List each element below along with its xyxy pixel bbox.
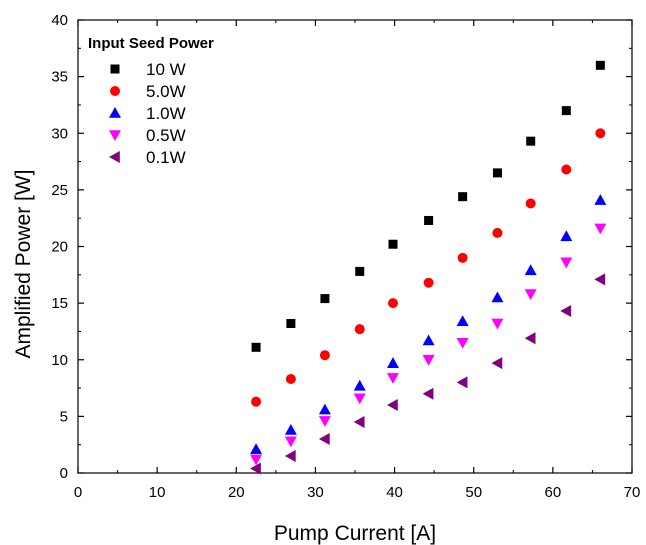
data-point <box>491 318 504 330</box>
data-point <box>251 396 262 407</box>
data-point <box>595 128 606 139</box>
data-point <box>594 273 606 286</box>
series-4 <box>250 273 606 475</box>
data-point <box>284 450 296 463</box>
x-tick-label: 40 <box>386 484 403 501</box>
x-axis-title: Pump Current [A] <box>274 522 436 545</box>
y-tick-label: 35 <box>51 69 68 86</box>
data-point <box>524 264 537 276</box>
data-point <box>285 374 296 385</box>
data-point <box>387 298 398 309</box>
data-point <box>251 342 261 352</box>
legend-marker <box>110 86 120 96</box>
data-point <box>284 423 297 435</box>
legend-marker <box>109 130 121 141</box>
data-point <box>456 315 469 327</box>
data-points <box>250 60 607 475</box>
data-point <box>560 257 573 269</box>
legend-label: 5.0W <box>146 82 186 101</box>
data-point <box>524 289 537 301</box>
data-point <box>457 252 468 263</box>
data-point <box>560 230 573 242</box>
legend-label: 1.0W <box>146 104 186 123</box>
y-tick-label: 10 <box>51 352 68 369</box>
data-point <box>594 223 607 235</box>
series-2 <box>250 194 607 455</box>
data-point <box>456 376 468 389</box>
series-3 <box>250 223 607 466</box>
data-point <box>318 416 331 427</box>
data-point <box>524 332 536 345</box>
data-point <box>526 136 536 146</box>
data-point <box>594 194 607 205</box>
x-tick-label: 20 <box>228 484 245 501</box>
x-tick-label: 50 <box>465 484 482 501</box>
data-point <box>353 416 365 429</box>
x-tick-label: 70 <box>624 484 641 501</box>
data-point <box>286 319 296 329</box>
y-tick-label: 25 <box>51 182 68 199</box>
data-point <box>561 164 572 175</box>
data-point <box>319 350 330 361</box>
data-point <box>560 305 572 318</box>
legend-marker <box>109 107 121 118</box>
y-axis-title: Amplified Power [W] <box>12 169 35 358</box>
series-1 <box>251 128 606 407</box>
y-tick-label: 15 <box>51 295 68 312</box>
data-point <box>422 387 434 400</box>
data-point <box>355 266 365 276</box>
data-point <box>250 454 263 466</box>
x-tick-label: 10 <box>149 484 166 501</box>
legend-label: 0.5W <box>146 126 186 145</box>
axis-ticks <box>77 19 633 474</box>
data-point <box>318 403 331 415</box>
data-point <box>353 393 366 405</box>
y-tick-label: 0 <box>60 465 68 482</box>
data-point <box>250 462 261 475</box>
data-point <box>320 294 330 304</box>
data-point <box>492 227 503 238</box>
data-point <box>458 192 468 202</box>
data-point <box>491 357 503 370</box>
data-point <box>386 399 398 412</box>
data-point <box>250 443 263 455</box>
legend: Input Seed Power 10 W 5.0W 1.0W 0.5W 0.1W <box>88 35 214 167</box>
data-point <box>318 433 330 446</box>
data-point <box>386 357 399 368</box>
data-point <box>284 436 297 448</box>
legend-label: 10 W <box>146 60 186 79</box>
data-point <box>353 379 366 391</box>
data-point <box>595 60 605 70</box>
data-point <box>424 215 434 225</box>
data-point <box>561 106 571 116</box>
data-point <box>423 277 434 288</box>
legend-entries: 10 W 5.0W 1.0W 0.5W 0.1W <box>109 60 186 167</box>
y-tick-label: 40 <box>51 12 68 29</box>
x-tick-label: 30 <box>307 484 324 501</box>
y-tick-label: 20 <box>51 239 68 256</box>
series-0 <box>251 60 605 352</box>
legend-marker <box>110 64 120 74</box>
data-point <box>491 291 504 303</box>
data-point <box>354 324 365 335</box>
legend-marker <box>109 151 120 163</box>
legend-title: Input Seed Power <box>88 35 214 52</box>
data-point <box>456 337 469 349</box>
data-point <box>525 198 536 209</box>
data-point <box>492 168 502 178</box>
data-point <box>422 334 435 346</box>
data-point <box>386 373 399 384</box>
data-point <box>422 354 435 366</box>
axis-tick-labels: 0 10 20 30 40 50 60 70 0 5 10 15 20 25 30 35 40 <box>51 12 640 501</box>
y-tick-label: 30 <box>51 125 68 142</box>
legend-label: 0.1W <box>146 148 186 167</box>
data-point <box>388 239 398 249</box>
y-tick-label: 5 <box>60 408 68 425</box>
x-tick-label: 60 <box>545 484 562 501</box>
x-tick-label: 0 <box>74 484 82 501</box>
